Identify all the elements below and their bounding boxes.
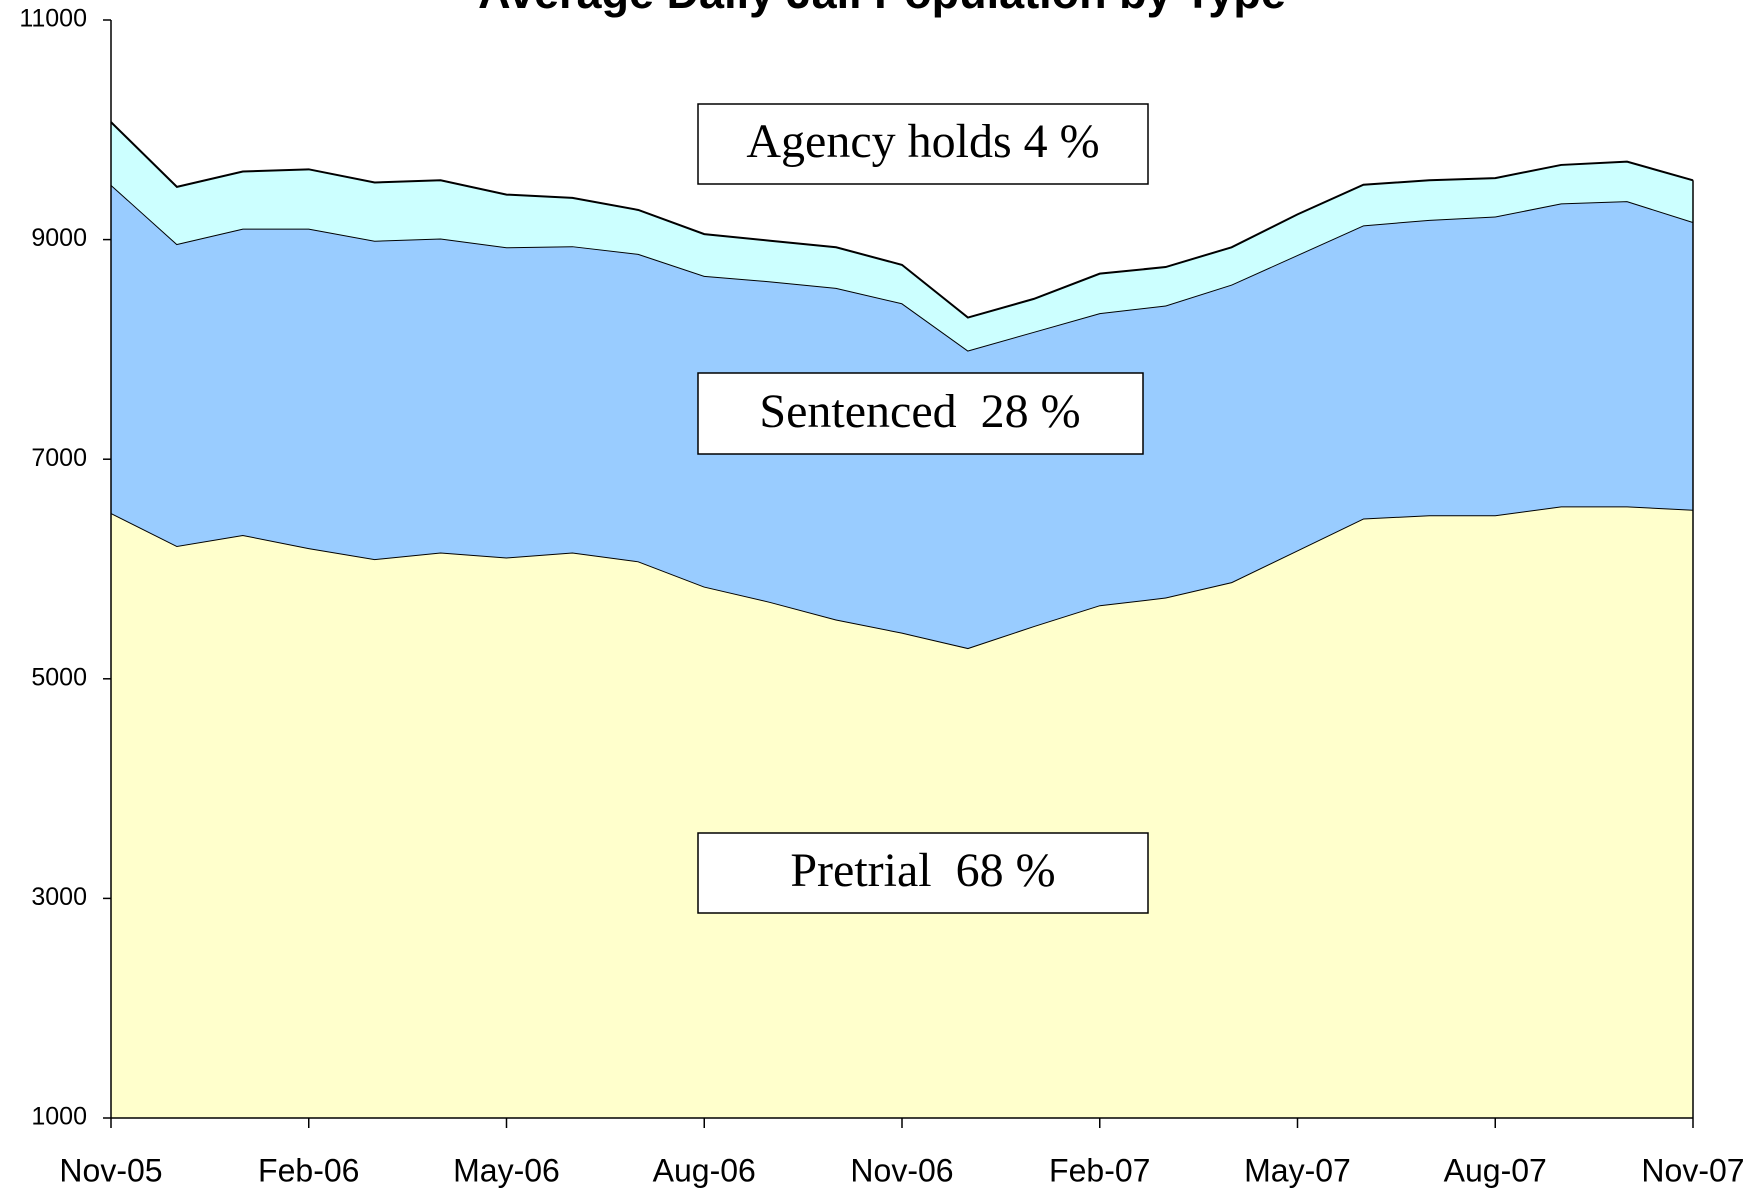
chart-title: Average Daily Jail Population by Type xyxy=(478,0,1286,18)
x-tick-label: May-07 xyxy=(1244,1152,1351,1188)
x-tick-label: Nov-07 xyxy=(1641,1152,1744,1188)
x-tick-label: Nov-06 xyxy=(850,1152,953,1188)
x-tick-label: Feb-07 xyxy=(1049,1152,1150,1188)
annotation-box xyxy=(697,832,1149,914)
y-tick-label: 9000 xyxy=(31,224,87,252)
y-tick-label: 11000 xyxy=(19,5,87,33)
area-edge xyxy=(110,121,1694,319)
annotation: Pretrial 68 % xyxy=(790,844,1055,897)
annotation-box xyxy=(697,103,1149,185)
annotation: Sentenced 28 % xyxy=(759,385,1080,438)
y-tick-label: 7000 xyxy=(31,444,87,472)
y-tick-label: 5000 xyxy=(31,663,87,691)
x-tick-label: Aug-06 xyxy=(653,1152,756,1188)
x-tick-label: May-06 xyxy=(453,1152,560,1188)
x-tick-label: Nov-05 xyxy=(59,1152,162,1188)
annotation: Agency holds 4 % xyxy=(746,115,1099,168)
area xyxy=(111,506,1693,1118)
area xyxy=(111,122,1693,351)
annotation-box xyxy=(697,372,1144,455)
y-tick-label: 3000 xyxy=(31,883,87,911)
plot xyxy=(110,121,1694,1118)
y-tick-label: 1000 xyxy=(31,1103,87,1131)
x-tick-label: Feb-06 xyxy=(258,1152,359,1188)
x-tick-label: Aug-07 xyxy=(1444,1152,1547,1188)
